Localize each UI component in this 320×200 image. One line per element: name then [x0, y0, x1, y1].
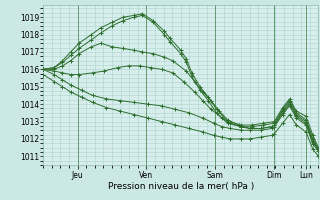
X-axis label: Pression niveau de la mer( hPa ): Pression niveau de la mer( hPa ): [108, 182, 254, 191]
